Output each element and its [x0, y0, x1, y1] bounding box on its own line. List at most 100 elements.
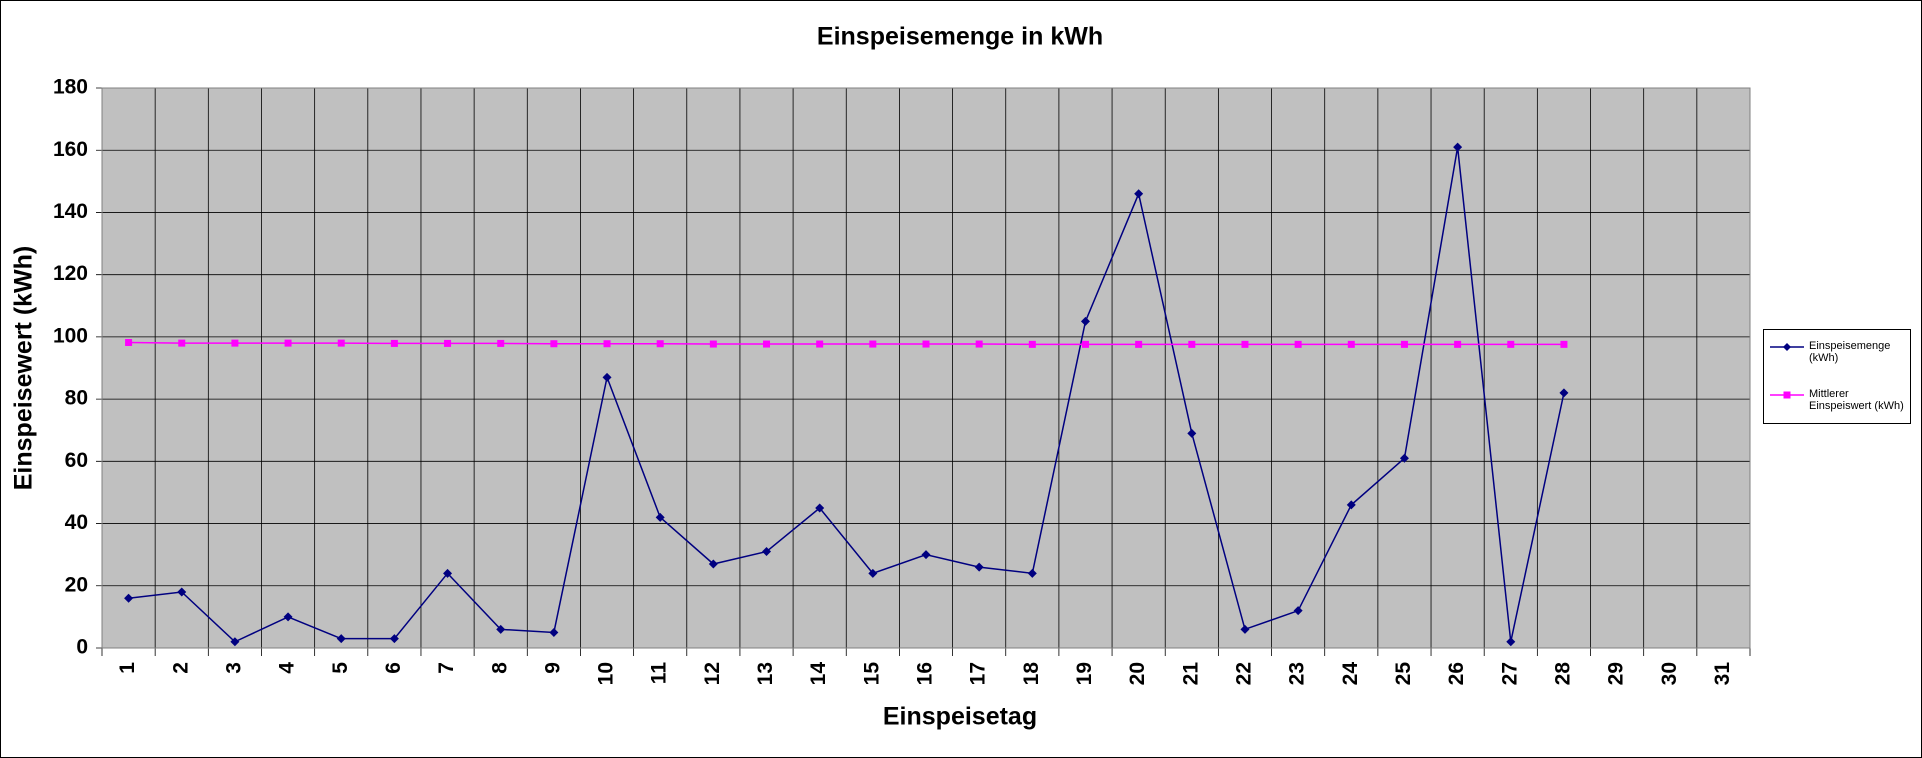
y-tick-label: 40 [65, 511, 88, 534]
x-tick-label: 19 [1073, 662, 1096, 685]
data-point [763, 340, 771, 348]
data-point [1400, 340, 1408, 348]
data-point [708, 559, 718, 569]
data-point [975, 340, 983, 348]
x-tick-label: 4 [276, 662, 299, 674]
data-point [497, 339, 505, 347]
data-point [125, 338, 133, 346]
data-point [230, 637, 240, 647]
x-tick-label: 27 [1498, 662, 1521, 685]
data-point [283, 612, 293, 622]
data-point [443, 568, 453, 578]
x-tick-label: 18 [1020, 662, 1043, 686]
x-tick-label: 20 [1126, 662, 1149, 685]
x-tick-label: 6 [382, 662, 405, 674]
data-point [921, 550, 931, 560]
x-tick-label: 1 [116, 662, 139, 674]
series-line [128, 146, 1565, 643]
data-point [1188, 340, 1196, 348]
data-point [496, 624, 506, 634]
data-point [550, 340, 558, 348]
y-tick-label: 160 [53, 138, 88, 161]
x-tick-label: 31 [1711, 662, 1734, 686]
data-point [1241, 340, 1249, 348]
legend-label: Einspeisemenge (kWh) [1809, 340, 1891, 364]
y-tick-label: 0 [76, 636, 88, 659]
data-point [124, 593, 134, 603]
data-point [390, 339, 398, 347]
data-point [1506, 637, 1516, 647]
data-point [1294, 340, 1302, 348]
x-tick-label: 24 [1339, 662, 1362, 686]
x-tick-label: 14 [807, 662, 830, 686]
x-axis-title: Einspeisetag [883, 703, 1037, 731]
x-tick-label: 5 [329, 662, 352, 674]
x-tick-label: 21 [1179, 662, 1202, 686]
x-tick-label: 26 [1445, 662, 1468, 685]
series-line [128, 341, 1564, 346]
data-point [868, 568, 878, 578]
data-point [1187, 428, 1197, 438]
data-point [1081, 340, 1089, 348]
x-tick-label: 11 [648, 662, 671, 685]
data-point [603, 340, 611, 348]
data-point [1399, 453, 1409, 463]
data-point [1560, 340, 1568, 348]
data-point [549, 627, 559, 637]
x-tick-label: 30 [1658, 662, 1681, 685]
x-tick-label: 28 [1551, 662, 1574, 686]
x-tick-label: 7 [435, 662, 458, 674]
legend-marker [1783, 391, 1791, 399]
data-point [602, 372, 612, 382]
plot-frame [101, 87, 1751, 649]
data-point [816, 340, 824, 348]
data-point [1346, 500, 1356, 510]
data-point [1134, 189, 1144, 199]
x-tick-label: 3 [222, 662, 245, 674]
data-point [656, 340, 664, 348]
data-point [1027, 568, 1037, 578]
data-point [1559, 388, 1569, 398]
x-tick-label: 12 [701, 662, 724, 685]
x-tick-label: 2 [169, 662, 192, 674]
data-point [869, 340, 877, 348]
data-point [389, 634, 399, 644]
y-tick-label: 180 [53, 76, 88, 99]
x-tick-label: 29 [1605, 662, 1628, 685]
legend-symbol [1770, 391, 1804, 399]
y-axis-title: Einspeisewert (kWh) [10, 246, 38, 491]
data-point [1135, 340, 1143, 348]
data-point [974, 562, 984, 572]
legend-marker [1783, 343, 1791, 351]
data-point [709, 340, 717, 348]
data-point [1453, 142, 1463, 152]
x-tick-label: 13 [754, 662, 777, 685]
data-point [337, 339, 345, 347]
y-tick-label: 100 [53, 324, 88, 347]
x-tick-label: 23 [1286, 662, 1309, 685]
x-tick-label: 15 [860, 662, 883, 686]
x-tick-label: 10 [595, 662, 618, 685]
data-point [177, 587, 187, 597]
x-tick-label: 9 [541, 662, 564, 674]
data-point [284, 339, 292, 347]
x-tick-label: 25 [1392, 662, 1415, 686]
y-tick-label: 140 [53, 200, 88, 223]
x-tick-label: 16 [914, 662, 937, 685]
data-point [922, 340, 930, 348]
data-point [1080, 316, 1090, 326]
data-point [815, 503, 825, 513]
data-point [655, 512, 665, 522]
data-point [1347, 340, 1355, 348]
data-point [178, 339, 186, 347]
chart-title: Einspeisemenge in kWh [817, 23, 1103, 51]
y-tick-label: 60 [65, 449, 88, 472]
data-point [336, 634, 346, 644]
data-point [1293, 606, 1303, 616]
data-point [1028, 340, 1036, 348]
legend-label: Mittlerer Einspeiswert (kWh) [1809, 388, 1904, 412]
y-tick-label: 120 [53, 262, 88, 285]
y-tick-label: 20 [65, 573, 88, 596]
